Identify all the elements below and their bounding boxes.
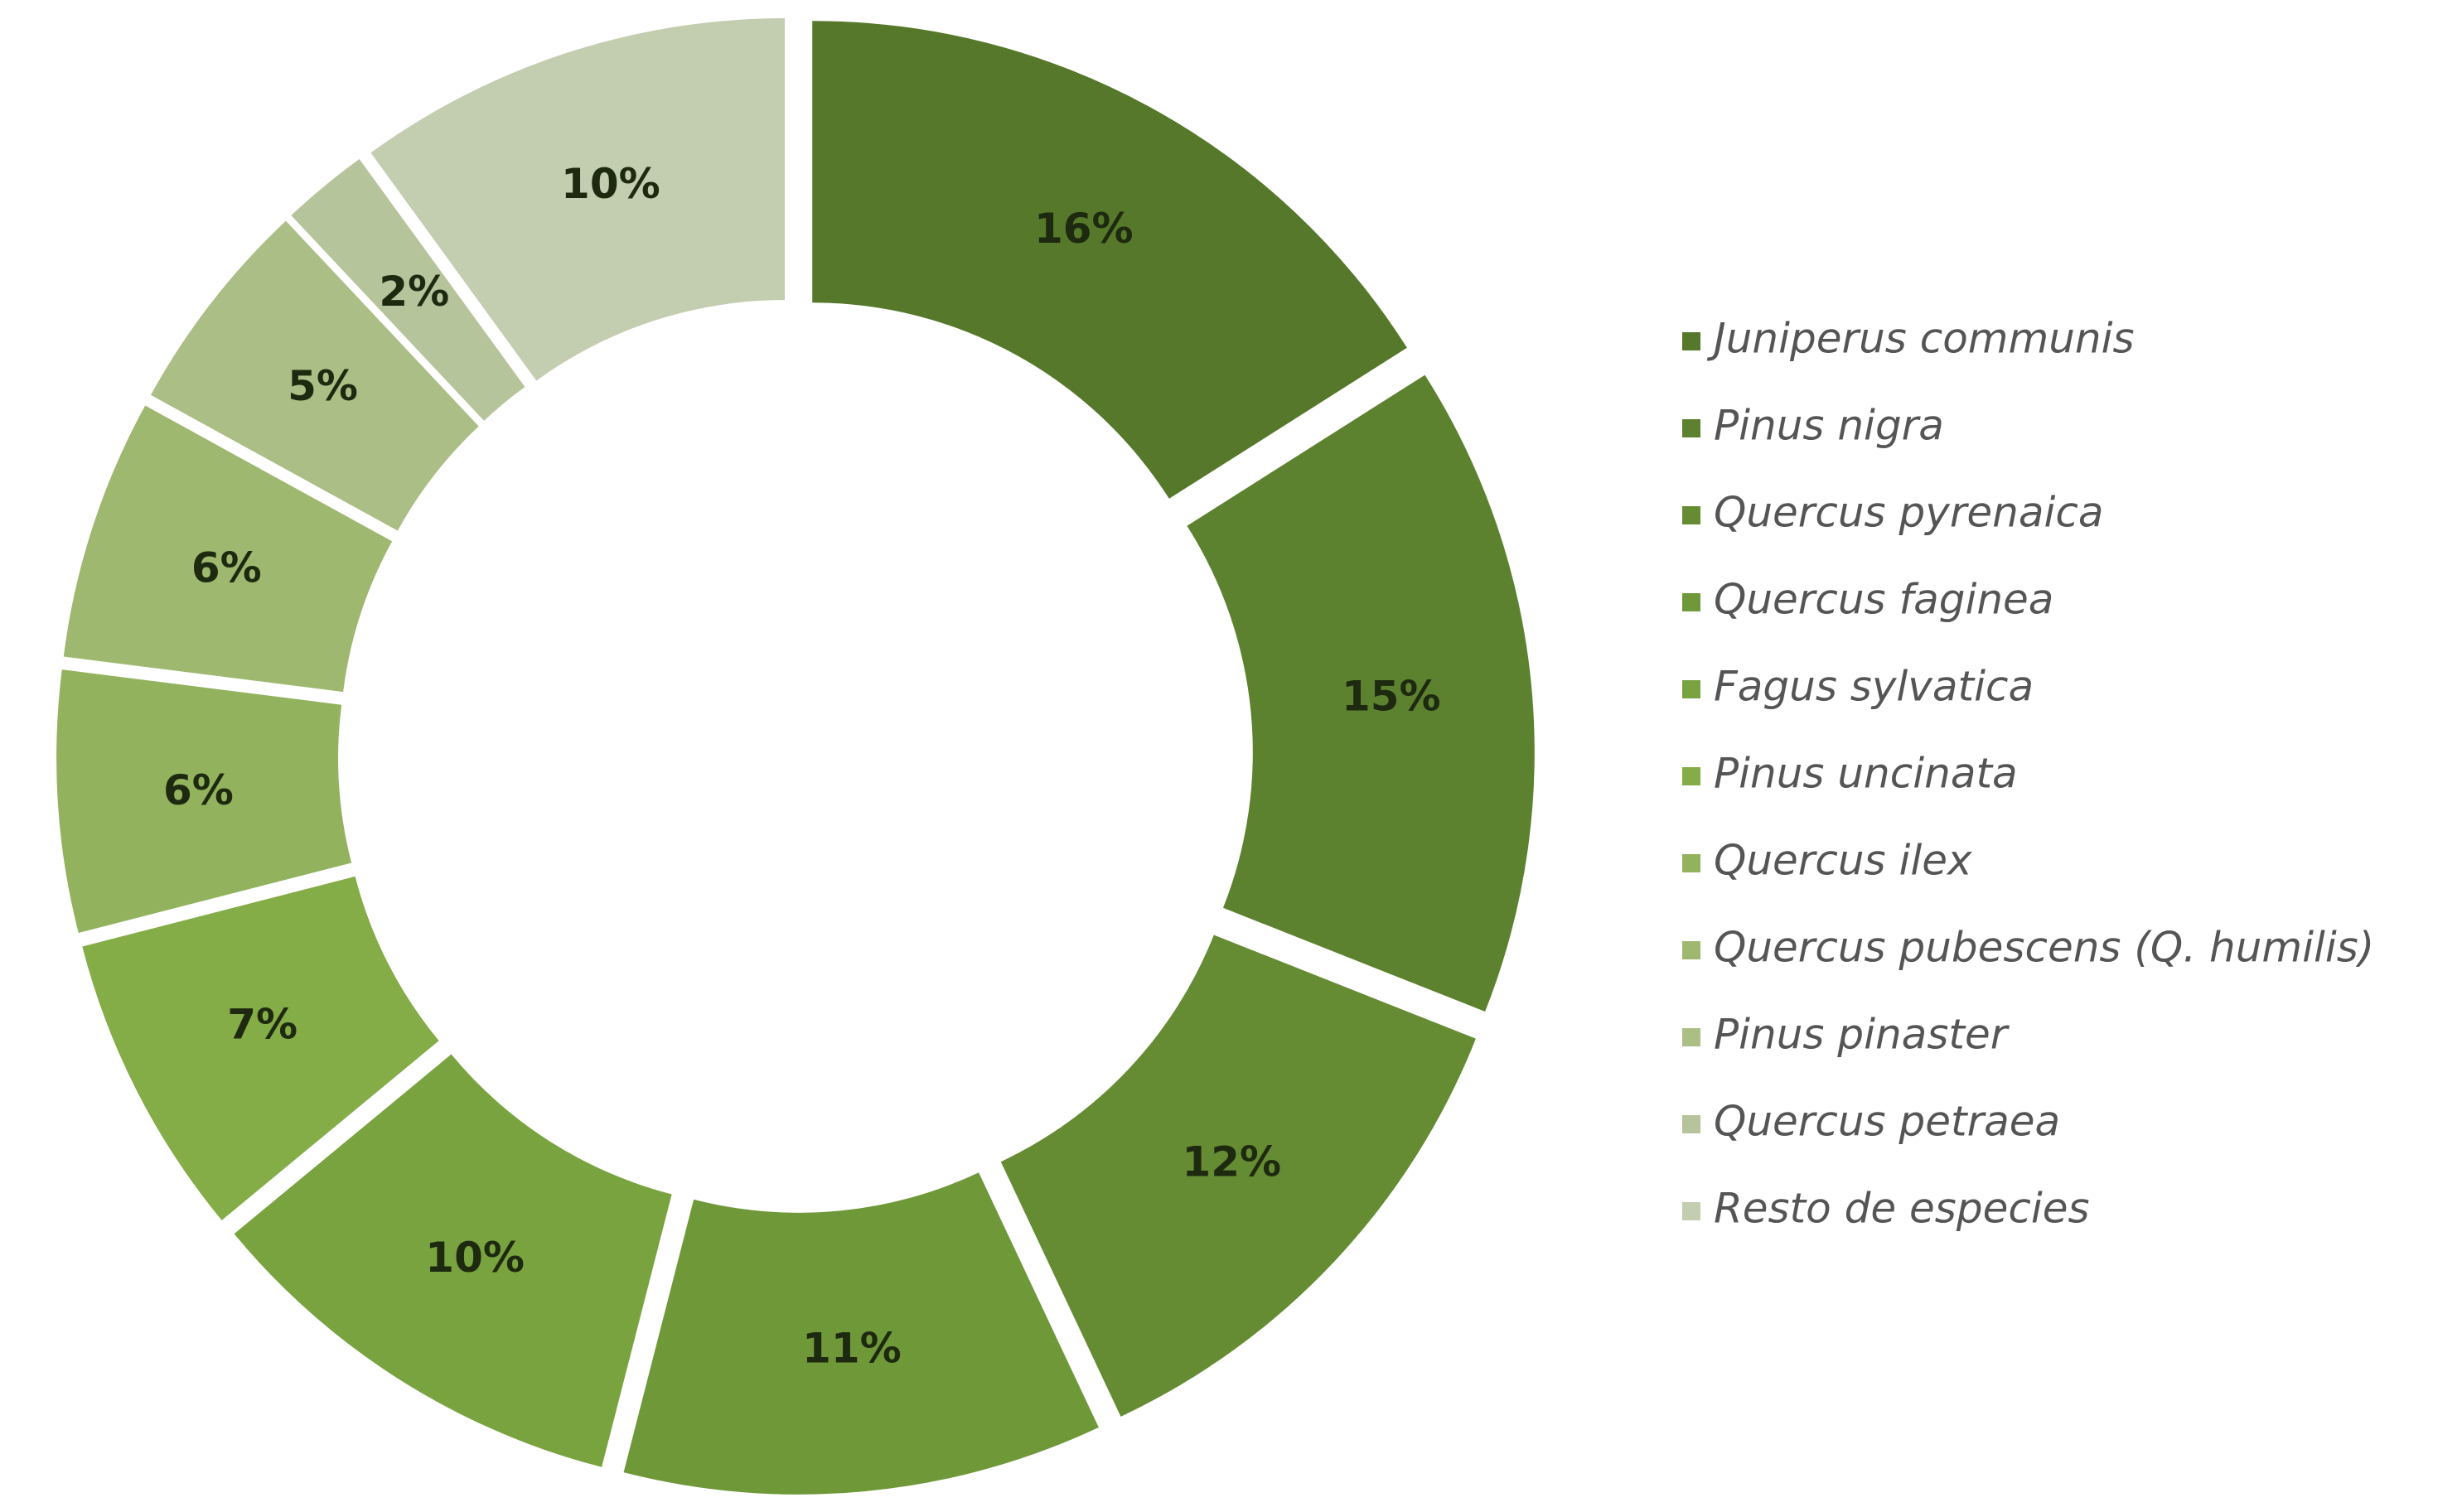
donut-segment bbox=[150, 220, 479, 531]
legend-label: Quercus pyrenaica bbox=[1714, 489, 2103, 537]
legend-label: Quercus ilex bbox=[1714, 837, 1972, 885]
legend-swatch bbox=[1682, 419, 1700, 437]
donut-segment bbox=[1000, 935, 1476, 1417]
data-label: 5% bbox=[288, 362, 358, 410]
legend-label: Pinus pinaster bbox=[1714, 1011, 2010, 1059]
data-label: 11% bbox=[802, 1324, 902, 1372]
legend-label: Fagus sylvatica bbox=[1714, 663, 2034, 711]
data-label: 6% bbox=[163, 766, 234, 814]
legend-label: Juniperus communis bbox=[1706, 315, 2135, 363]
legend-label: Quercus faginea bbox=[1714, 576, 2053, 624]
legend-label: Pinus nigra bbox=[1714, 402, 1944, 450]
legend-label: Pinus uncinata bbox=[1714, 750, 2018, 798]
donut-segment bbox=[1187, 374, 1535, 1012]
legend-label: Quercus pubescens (Q. humilis) bbox=[1714, 924, 2374, 972]
legend-swatch bbox=[1682, 854, 1700, 872]
legend-label: Quercus petraea bbox=[1714, 1098, 2060, 1146]
legend-swatch bbox=[1682, 332, 1700, 350]
donut-segment bbox=[82, 876, 439, 1220]
legend-swatch bbox=[1682, 1202, 1700, 1220]
legend-label: Resto de especies bbox=[1714, 1185, 2090, 1233]
data-label: 10% bbox=[425, 1234, 525, 1282]
legend-swatch bbox=[1682, 767, 1700, 785]
legend-swatch bbox=[1682, 506, 1700, 524]
legend-swatch bbox=[1682, 1028, 1700, 1046]
legend-swatch bbox=[1682, 1115, 1700, 1133]
data-label: 15% bbox=[1342, 673, 1441, 721]
donut-segment bbox=[56, 669, 352, 934]
data-label: 7% bbox=[227, 1000, 297, 1048]
data-label: 6% bbox=[191, 543, 262, 592]
legend-swatch bbox=[1682, 593, 1700, 611]
legend-swatch bbox=[1682, 680, 1700, 698]
donut-segment bbox=[623, 1172, 1099, 1495]
donut-segment bbox=[812, 21, 1407, 499]
data-label: 16% bbox=[1034, 205, 1134, 253]
data-label: 12% bbox=[1182, 1138, 1281, 1186]
donut-segment bbox=[63, 405, 393, 693]
data-label: 10% bbox=[561, 160, 660, 208]
legend-swatch bbox=[1682, 941, 1700, 959]
donut-segment bbox=[234, 1054, 672, 1467]
donut-segment bbox=[291, 158, 525, 421]
data-label: 2% bbox=[379, 268, 449, 316]
donut-segment bbox=[370, 18, 786, 381]
